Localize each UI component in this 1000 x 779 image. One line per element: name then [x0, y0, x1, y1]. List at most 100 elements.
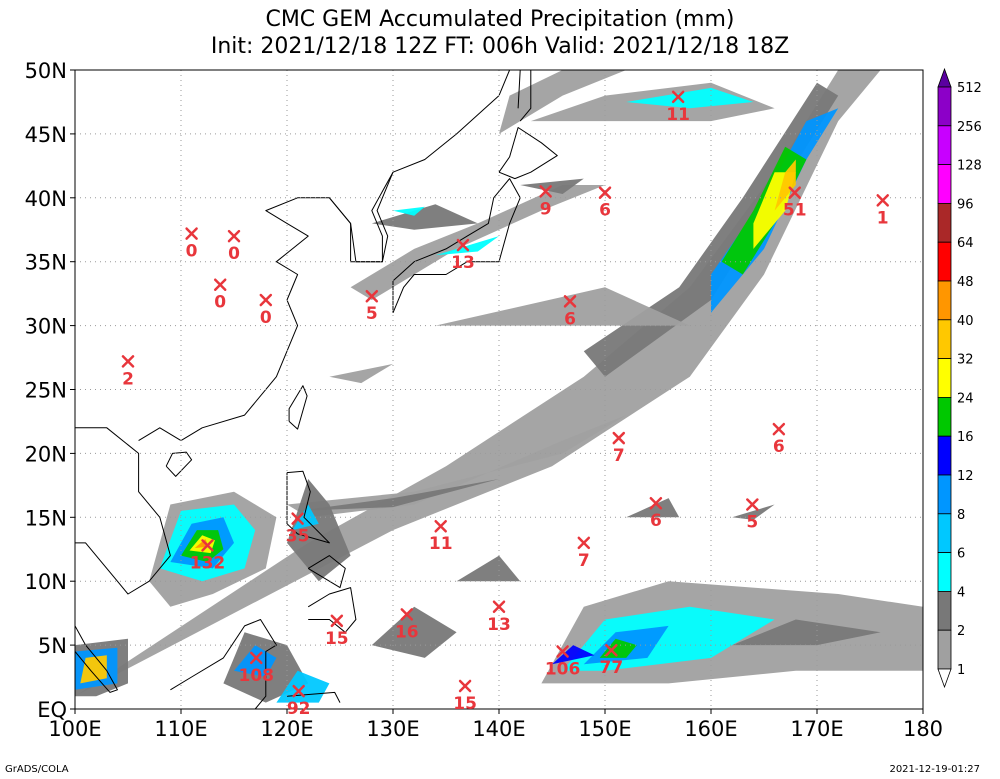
station-marker: 106	[545, 645, 581, 679]
station-marker: 2	[121, 355, 135, 389]
station-marker: 5	[365, 289, 379, 324]
station-value-label: 92	[287, 699, 311, 719]
station-marker: 9	[539, 185, 552, 219]
station-x-mark	[876, 194, 889, 207]
station-x-mark	[563, 295, 577, 308]
station-value-label: 106	[545, 659, 581, 679]
colorbar-box	[937, 280, 952, 321]
station-value-label: 35	[286, 527, 310, 547]
colorbar-level-label: 8	[957, 508, 965, 523]
station-marker: 6	[563, 295, 577, 329]
colorbar-level-label: 24	[957, 391, 974, 406]
station-value-label: 7	[578, 551, 590, 571]
station-x-mark	[671, 90, 685, 104]
colorbar-level-label: 96	[957, 197, 974, 212]
station-marker: 13	[487, 600, 511, 635]
station-x-mark	[612, 431, 626, 445]
lat-tick-label: 50N	[25, 59, 67, 83]
station-value-label: 16	[395, 622, 419, 642]
station-value-label: 1	[877, 208, 889, 228]
station-marker: 13	[451, 238, 475, 273]
lon-tick-label: 150E	[578, 717, 631, 741]
colorbar-level-label: 32	[957, 353, 974, 368]
station-x-mark	[598, 186, 612, 199]
station-marker: 15	[325, 614, 349, 649]
lon-tick-label: 130E	[366, 717, 419, 741]
station-x-mark	[456, 238, 470, 252]
map-title: CMC GEM Accumulated Precipitation (mm)	[265, 7, 735, 32]
station-x-mark	[259, 293, 273, 307]
station-value-label: 6	[564, 309, 576, 329]
station-x-mark	[292, 684, 305, 698]
colorbar-box	[937, 435, 952, 476]
colorbar-level-label: 2	[957, 624, 965, 639]
station-marker: 108	[239, 651, 275, 686]
station-marker: 6	[598, 186, 612, 221]
colorbar-box	[937, 241, 952, 282]
station-marker: 1	[876, 194, 889, 228]
colorbar-level-label: 64	[957, 236, 974, 251]
station-value-label: 6	[599, 201, 611, 221]
station-value-label: 108	[239, 666, 275, 686]
station-x-mark	[291, 512, 304, 525]
station-x-mark	[227, 229, 241, 243]
station-x-mark	[556, 645, 569, 658]
station-value-label: 6	[650, 511, 662, 531]
colorbar-level-label: 512	[957, 81, 982, 96]
colorbar-box	[937, 358, 952, 398]
lon-tick-label: 120E	[260, 717, 313, 741]
lon-tick-label: 140E	[472, 717, 525, 741]
station-marker: 11	[429, 519, 453, 554]
station-x-mark	[605, 643, 618, 657]
station-marker: 5	[746, 498, 759, 533]
colorbar-box	[937, 474, 952, 515]
colorbar-box	[937, 319, 952, 359]
colorbar-level-label: 1	[957, 663, 965, 678]
colorbar-box	[937, 591, 952, 631]
colorbar-bottom-arrow	[937, 668, 952, 689]
colorbar-level-label: 6	[957, 547, 965, 562]
coastlines	[75, 70, 558, 709]
station-marker: 132	[190, 539, 226, 573]
station-value-label: 11	[666, 105, 690, 125]
station-value-label: 132	[190, 553, 226, 573]
station-x-mark	[458, 679, 472, 693]
lon-tick-label: 100E	[48, 717, 101, 741]
colorbar-level-label: 128	[957, 159, 982, 174]
station-value-label: 0	[186, 242, 198, 262]
station-x-mark	[434, 519, 447, 533]
station-marker: 7	[577, 536, 591, 571]
station-marker: 0	[259, 293, 273, 328]
footer-timestamp: 2021-12-19-01:27	[889, 764, 980, 775]
station-x-mark	[649, 496, 663, 510]
station-x-mark	[539, 185, 552, 198]
station-x-mark	[365, 289, 379, 303]
lon-tick-label: 180	[903, 717, 943, 741]
station-value-label: 15	[325, 629, 349, 649]
lon-tick-label: 160E	[684, 717, 737, 741]
station-marker: 92	[287, 684, 311, 719]
station-marker: 6	[772, 422, 786, 457]
station-x-mark	[213, 278, 227, 291]
lat-tick-label: EQ	[37, 698, 67, 722]
lat-tick-label: 10N	[25, 570, 67, 594]
station-value-label: 51	[783, 201, 807, 221]
station-marker: 11	[666, 90, 690, 125]
station-x-mark	[201, 539, 214, 552]
colorbar-level-label: 40	[957, 314, 974, 329]
lat-tick-label: 15N	[25, 506, 67, 530]
station-value-label: 13	[451, 253, 475, 273]
station-x-mark	[400, 608, 414, 621]
colorbar-level-label: 12	[957, 469, 974, 484]
station-value-label: 7	[613, 446, 625, 466]
station-marker: 15	[453, 679, 477, 714]
station-value-label: 2	[122, 369, 134, 389]
station-marker: 6	[649, 496, 663, 531]
lat-tick-label: 5N	[38, 634, 67, 658]
station-value-label: 5	[746, 513, 758, 533]
colorbar-level-label: 256	[957, 120, 982, 135]
station-x-mark	[492, 600, 506, 614]
